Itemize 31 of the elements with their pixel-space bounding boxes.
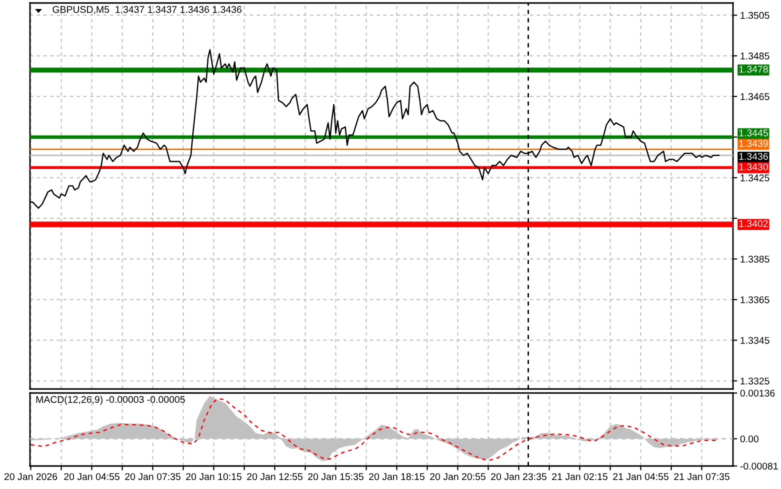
y-tick-label: 1.3385 — [740, 256, 770, 263]
y-tick-label: 1.3465 — [740, 93, 770, 100]
ref-line-label: 1.3430 — [739, 164, 768, 170]
x-tick-label: 20 Jan 18:15 — [369, 473, 424, 480]
x-tick-label: 20 Jan 04:55 — [64, 473, 120, 480]
ref-line-label: 1.3436 — [739, 152, 768, 160]
x-tick-label: 20 Jan 2026 — [4, 473, 58, 480]
chart-title: GBPUSD,M5 1.3437 1.3437 1.3436 1.3436 — [52, 6, 242, 14]
x-tick-label: 20 Jan 12:55 — [247, 473, 302, 480]
x-tick-label: 21 Jan 04:55 — [613, 473, 668, 480]
y-tick-label: 1.3345 — [740, 336, 770, 344]
x-tick-label: 20 Jan 07:35 — [125, 473, 180, 480]
chart-title: MACD(12,26,9) -0.00003 -0.00005 — [36, 396, 185, 405]
x-tick-label: 21 Jan 07:35 — [674, 473, 730, 480]
y-tick-label: 1.3325 — [740, 378, 770, 384]
x-tick-label: 20 Jan 15:35 — [308, 473, 364, 480]
x-tick-label: 20 Jan 10:15 — [186, 473, 242, 480]
ref-line-label: 1.3439 — [739, 140, 768, 147]
y-tick-label: 1.3505 — [740, 12, 770, 19]
x-tick-label: 21 Jan 02:15 — [552, 473, 608, 480]
y-tick-label: 0.00 — [740, 435, 758, 442]
y-tick-label: -0.00081 — [740, 462, 778, 470]
y-tick-label: 1.3485 — [740, 52, 770, 60]
ref-line-label: 1.3478 — [739, 66, 768, 73]
y-tick-label: 1.3365 — [740, 296, 770, 304]
x-tick-label: 20 Jan 23:35 — [491, 473, 546, 480]
y-tick-label: 1.3425 — [740, 174, 770, 182]
ref-line-label: 1.3445 — [739, 130, 768, 136]
ref-line-label: 1.3402 — [739, 220, 768, 228]
y-tick-label: 0.00136 — [740, 390, 775, 397]
x-tick-label: 20 Jan 20:55 — [430, 473, 486, 480]
